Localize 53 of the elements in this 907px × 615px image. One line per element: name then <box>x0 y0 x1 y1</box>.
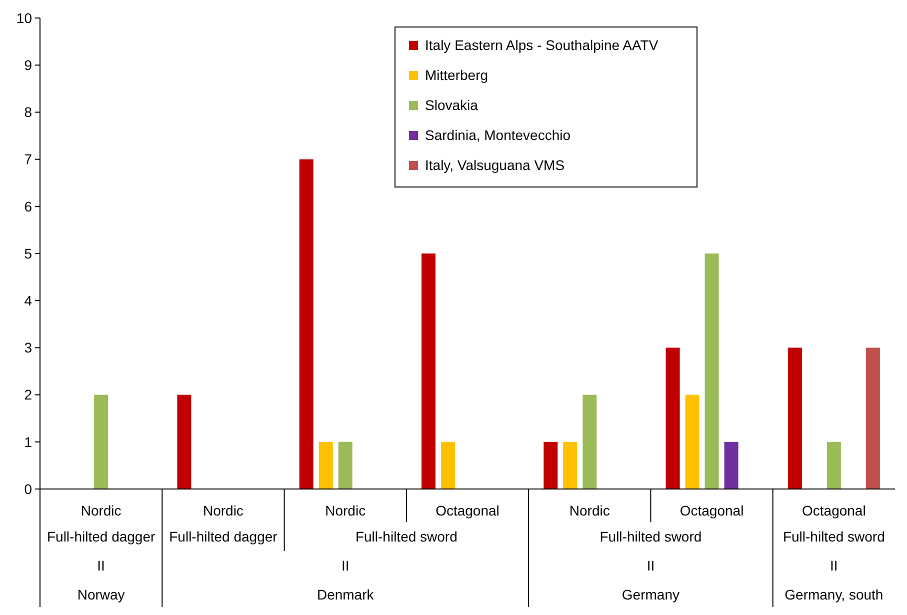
legend-label: Italy, Valsuguana VMS <box>425 156 565 173</box>
bar <box>94 394 108 489</box>
y-tick-label: 7 <box>24 151 32 168</box>
legend-label: Sardinia, Montevecchio <box>425 126 571 143</box>
bar <box>422 254 436 489</box>
bar <box>299 159 314 489</box>
y-tick-label: 0 <box>24 480 32 497</box>
bar <box>724 442 738 489</box>
text: Germany, south <box>784 586 884 602</box>
y-tick-label: 1 <box>24 434 32 450</box>
text: Full-hilted sword <box>600 528 702 544</box>
text: Denmark <box>316 586 375 602</box>
x-tick-label: Nordic <box>325 502 366 518</box>
bar <box>582 394 597 489</box>
bar <box>441 442 455 489</box>
y-tick-label: 2 <box>24 386 32 403</box>
y-tick-label: 8 <box>24 104 32 120</box>
bar <box>318 442 333 489</box>
bar <box>177 394 192 489</box>
x-tick-label: Nordic <box>202 502 244 518</box>
y-tick-label: 10 <box>16 10 32 26</box>
bar <box>788 348 802 489</box>
legend-label: Mitterberg <box>425 66 488 83</box>
y-tick-label: 9 <box>24 57 32 73</box>
y-tick-label: 3 <box>24 340 32 356</box>
text: Germany <box>622 586 680 602</box>
legend-label: Slovakia <box>425 96 478 113</box>
x-tick-label: Octagonal <box>436 502 500 518</box>
legend-label: Italy Eastern Alps - Southalpine AATV <box>425 36 659 53</box>
x-tick-label: Nordic <box>569 502 610 518</box>
x-tick-label: Nordic <box>80 502 122 518</box>
bar <box>666 348 680 489</box>
y-tick-label: 6 <box>24 198 32 214</box>
bar <box>866 348 880 489</box>
bar <box>338 442 352 489</box>
x-tick-label: Octagonal <box>680 502 744 518</box>
text: Norway <box>77 586 125 602</box>
x-tick-label: Octagonal <box>802 502 866 518</box>
bar <box>563 442 578 489</box>
text: II <box>830 558 838 574</box>
text: II <box>97 558 105 574</box>
y-tick-label: 4 <box>24 292 32 308</box>
text: Full-hilted sword <box>782 528 885 544</box>
text: Full-hilted dagger <box>46 528 156 544</box>
bar <box>685 394 700 489</box>
bar <box>704 254 719 489</box>
text: Full-hilted dagger <box>169 528 278 544</box>
text: Full-hilted sword <box>355 528 458 544</box>
bar <box>826 442 841 489</box>
text: II <box>646 558 655 574</box>
y-tick-label: 5 <box>24 245 32 262</box>
text: II <box>341 558 350 574</box>
bar <box>544 442 558 489</box>
